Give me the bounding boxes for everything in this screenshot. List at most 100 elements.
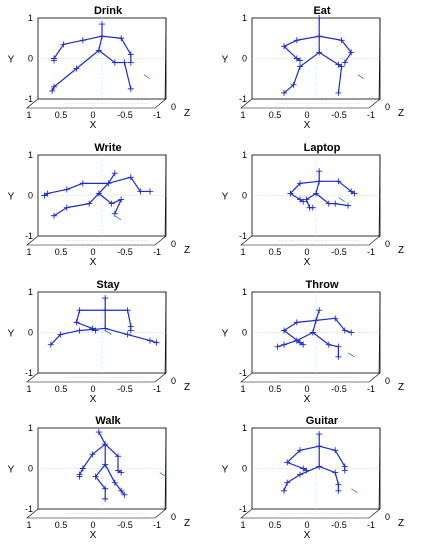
skeleton-bone (76, 321, 93, 330)
skeleton-bone (334, 449, 346, 467)
joint-marker (137, 188, 144, 195)
x-tick-label: -1 (153, 384, 161, 394)
z-tick-label: 0 (385, 102, 390, 112)
joint-marker (281, 341, 287, 348)
skeleton-bone (111, 198, 122, 205)
skeleton-bone (341, 39, 352, 53)
joint-marker (92, 327, 99, 334)
joint-marker (102, 495, 109, 502)
skeleton-bone (130, 176, 141, 192)
joint-marker (86, 200, 93, 207)
skeleton-bone (283, 340, 297, 346)
skeleton-bone (114, 199, 122, 214)
panel-throw: Throw 1 0 -1 1 0.5 0 -0.5 -1 0 Y X Z (222, 279, 404, 405)
y-axis-label: Y (8, 55, 15, 66)
y-tick-label: 0 (242, 54, 247, 64)
joint-marker (44, 190, 51, 197)
y-tick-label: 1 (242, 423, 247, 433)
z-axis-label: Z (398, 245, 404, 256)
y-axis-label: Y (8, 329, 15, 340)
floor-edge (240, 372, 381, 383)
floor-projection-mark (105, 330, 112, 335)
skeleton-bone (296, 319, 317, 323)
joint-marker (127, 85, 134, 92)
y-tick-label: 0 (28, 191, 33, 201)
joint-marker (338, 37, 345, 44)
y-tick-label: -1 (25, 504, 33, 514)
x-tick-label: -1 (153, 520, 161, 530)
x-axis-label: X (90, 120, 97, 131)
skeleton-bone (98, 49, 116, 64)
x-tick-label: -0.5 (117, 384, 133, 394)
joint-marker (303, 196, 310, 203)
skeleton-bone (101, 35, 122, 39)
joint-marker (313, 190, 319, 197)
joint-marker (293, 37, 300, 44)
skeleton-bone (312, 332, 330, 346)
joint-marker (127, 174, 134, 181)
skeleton-bone (315, 181, 320, 194)
x-tick-label: -1 (367, 520, 375, 530)
x-tick-label: 0 (90, 384, 95, 394)
joint-marker (153, 339, 160, 346)
joint-marker (325, 200, 332, 207)
floor-edge (240, 235, 381, 246)
skeleton-bone (312, 320, 317, 333)
joint-marker (99, 33, 105, 40)
z-axis-label: Z (184, 518, 190, 529)
joint-marker (76, 307, 83, 314)
joint-marker (95, 47, 102, 54)
skeleton-bone (318, 465, 336, 474)
skeleton-bone (299, 465, 320, 476)
y-tick-label: -1 (239, 368, 247, 378)
skeleton-bone (88, 193, 100, 205)
skeleton-bone (107, 172, 116, 184)
joint-marker (79, 465, 86, 472)
floor-edge (26, 98, 167, 109)
x-tick-label: 1 (240, 520, 245, 530)
floor-projection-mark (347, 352, 355, 358)
joint-marker (351, 190, 358, 197)
skeleton-bone (104, 443, 119, 457)
joint-marker (73, 319, 80, 326)
skeleton-bone (108, 176, 131, 184)
x-tick-label: -0.5 (117, 520, 133, 530)
joint-marker (89, 451, 96, 458)
skeleton-bone (283, 84, 294, 94)
joint-marker (341, 59, 348, 66)
skeleton-bone (286, 461, 304, 470)
x-tick-label: 1 (26, 384, 31, 394)
floor-edge (240, 508, 381, 519)
z-axis-label: Z (398, 108, 404, 119)
joint-marker (284, 459, 291, 466)
z-axis-label: Z (398, 518, 404, 529)
y-tick-label: 1 (28, 287, 33, 297)
x-tick-label: 1 (26, 520, 31, 530)
z-tick-label: 0 (385, 512, 390, 522)
x-tick-label: -0.5 (117, 247, 133, 257)
skeleton-bone (127, 310, 132, 327)
joint-marker (345, 202, 351, 209)
panel-laptop: Laptop 1 0 -1 1 0.5 0 -0.5 -1 0 Y X Z (222, 142, 404, 268)
joint-marker (348, 329, 355, 336)
joint-marker (124, 331, 131, 338)
z-tick-label: 0 (171, 239, 176, 249)
skeleton-bone (92, 443, 106, 455)
x-axis-label: X (90, 257, 97, 268)
joint-marker (293, 55, 300, 62)
x-tick-label: 0 (304, 247, 309, 257)
panel-title: Throw (306, 279, 339, 291)
x-tick-label: 0 (304, 520, 309, 530)
x-axis-label: X (304, 394, 311, 405)
skeleton-bone (286, 474, 301, 484)
skeleton-bone (283, 482, 288, 491)
joint-marker (335, 481, 342, 488)
joint-marker (335, 343, 342, 350)
joint-marker (293, 319, 300, 326)
joint-marker (51, 83, 57, 90)
skeleton-bone (337, 66, 343, 93)
x-tick-label: 1 (240, 384, 245, 394)
joint-marker (49, 87, 56, 94)
x-axis-label: X (304, 530, 311, 541)
joint-marker (118, 469, 125, 476)
